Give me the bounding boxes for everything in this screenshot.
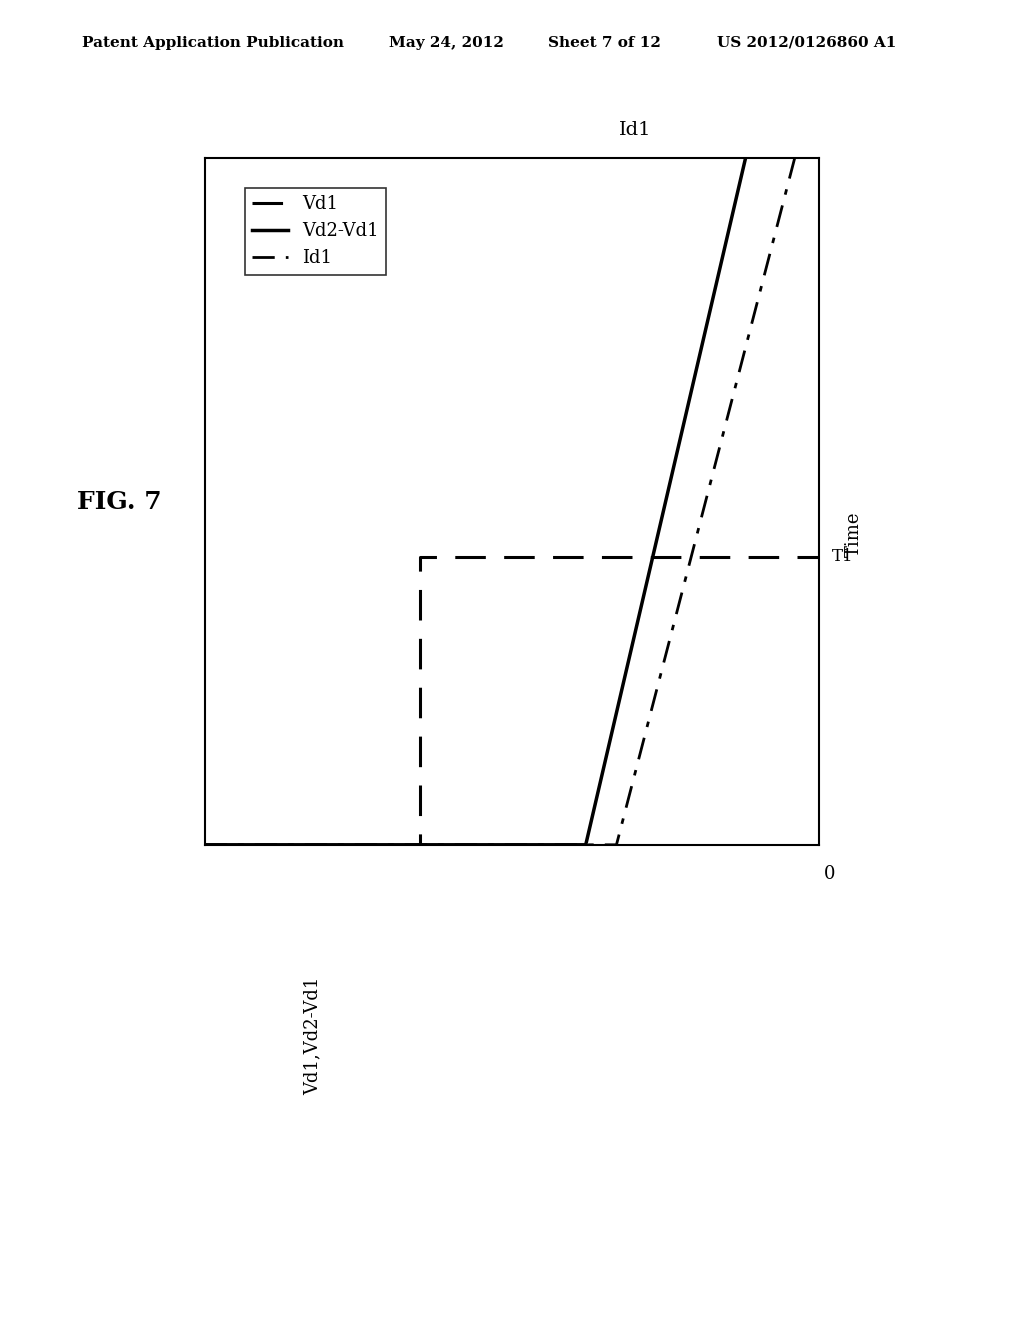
Text: Vd1,Vd2-Vd1: Vd1,Vd2-Vd1 xyxy=(303,977,322,1096)
Text: T1: T1 xyxy=(831,548,853,565)
Text: US 2012/0126860 A1: US 2012/0126860 A1 xyxy=(717,36,896,50)
Text: May 24, 2012: May 24, 2012 xyxy=(389,36,504,50)
Text: Time: Time xyxy=(845,512,863,557)
Text: 0: 0 xyxy=(823,865,836,883)
Text: Patent Application Publication: Patent Application Publication xyxy=(82,36,344,50)
Text: Id1: Id1 xyxy=(618,120,651,139)
Text: FIG. 7: FIG. 7 xyxy=(77,490,162,513)
Legend: Vd1, Vd2-Vd1, Id1: Vd1, Vd2-Vd1, Id1 xyxy=(245,187,386,275)
Text: Sheet 7 of 12: Sheet 7 of 12 xyxy=(548,36,660,50)
